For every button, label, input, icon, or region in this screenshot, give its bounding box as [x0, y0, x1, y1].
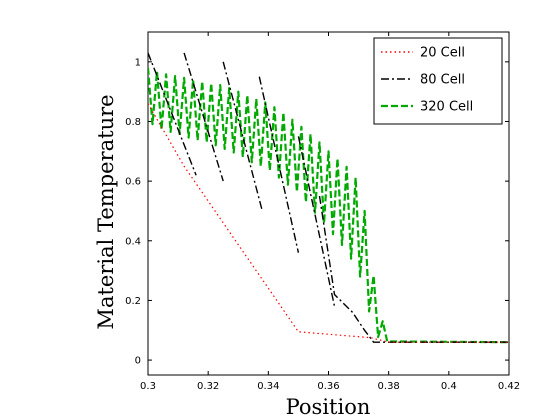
y-tick-label: 0.2 — [125, 296, 141, 307]
x-axis-label: Position — [286, 395, 371, 419]
y-tick-label: 0 — [135, 356, 141, 367]
series-layer — [148, 52, 509, 344]
series-320-cell — [148, 67, 509, 344]
series-320-cell-line — [148, 67, 509, 344]
series-80-cell-segment — [258, 76, 300, 253]
x-tick-label: 0.42 — [498, 381, 520, 392]
legend-label: 320 Cell — [420, 100, 473, 115]
y-axis-label: Material Temperature — [94, 94, 118, 329]
series-80-cell-segment — [183, 52, 224, 182]
legend: 20 Cell 80 Cell 320 Cell — [373, 37, 503, 125]
x-tick-label: 0.32 — [197, 381, 219, 392]
y-tick-label: 1 — [135, 57, 141, 68]
y-tick-label: 0.6 — [125, 177, 141, 188]
series-80-cell-segment — [148, 52, 197, 176]
x-tick-label: 0.34 — [257, 381, 279, 392]
series-80-cell-segment — [297, 136, 336, 307]
x-tick-label: 0.3 — [140, 381, 156, 392]
x-tick-label: 0.4 — [441, 381, 457, 392]
x-tick-label: 0.38 — [378, 381, 400, 392]
series-80-cell-segment — [222, 61, 263, 212]
legend-label: 20 Cell — [420, 46, 465, 61]
axis-ticks: 0.3 0.32 0.34 0.36 0.38 0.4 0.42 0 0.2 0.4 0.6 0.8 1 — [125, 32, 520, 392]
legend-label: 80 Cell — [420, 73, 465, 88]
y-tick-label: 0.4 — [125, 236, 141, 247]
x-tick-label: 0.36 — [317, 381, 339, 392]
y-tick-label: 0.8 — [125, 117, 141, 128]
